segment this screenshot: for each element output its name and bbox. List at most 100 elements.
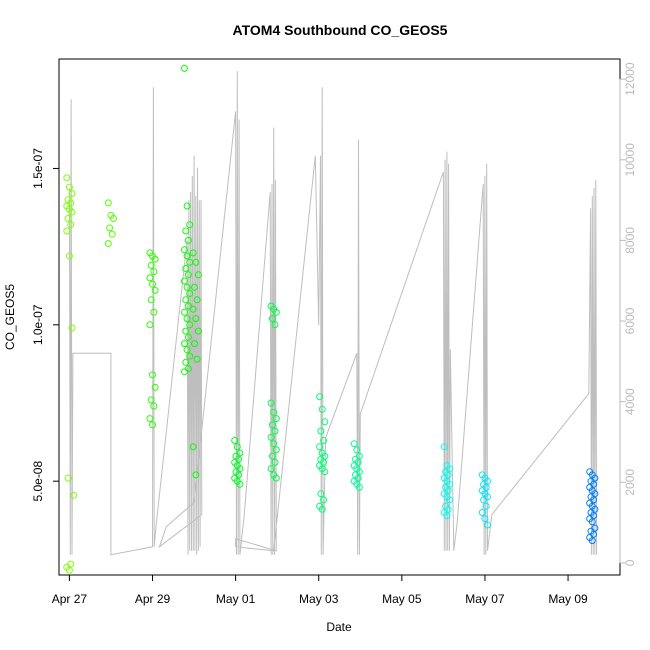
co-point bbox=[150, 268, 158, 276]
co-point bbox=[355, 483, 363, 491]
y-tick-label: 1.5e-07 bbox=[31, 148, 45, 189]
co-point bbox=[268, 452, 276, 460]
co-point bbox=[146, 415, 154, 423]
co-point bbox=[182, 358, 190, 366]
co-point bbox=[186, 290, 194, 297]
co-point bbox=[272, 474, 280, 482]
y2-tick-label: 0 bbox=[623, 559, 637, 566]
co-point bbox=[350, 440, 358, 448]
co-point bbox=[108, 230, 116, 238]
co-point bbox=[271, 458, 279, 466]
co-point bbox=[186, 221, 194, 229]
co-point bbox=[484, 521, 491, 529]
co-point bbox=[189, 249, 197, 257]
co-point bbox=[193, 296, 201, 304]
co-point bbox=[183, 252, 191, 260]
co-point bbox=[267, 433, 275, 441]
co-point bbox=[480, 496, 488, 504]
co-point bbox=[268, 315, 276, 323]
co-point bbox=[353, 446, 361, 454]
co-point bbox=[151, 286, 159, 294]
co-point bbox=[231, 437, 239, 444]
co-point bbox=[317, 427, 325, 435]
plot-frame bbox=[58, 58, 621, 576]
co-point bbox=[186, 352, 194, 360]
co-point bbox=[446, 496, 453, 504]
co-point bbox=[149, 421, 156, 429]
co-point bbox=[194, 271, 202, 279]
co-point bbox=[146, 274, 154, 282]
co-point bbox=[63, 174, 71, 182]
co-point bbox=[182, 265, 190, 272]
co-point bbox=[104, 199, 112, 207]
co-point bbox=[440, 443, 448, 451]
co-point bbox=[182, 296, 190, 304]
co-point bbox=[149, 371, 156, 379]
co-point bbox=[67, 221, 75, 229]
x-tick-label: Apr 27 bbox=[52, 592, 88, 606]
co-point bbox=[320, 496, 327, 504]
co-point bbox=[182, 227, 190, 235]
co-point bbox=[316, 393, 324, 401]
co-point bbox=[181, 277, 188, 285]
co-point bbox=[272, 446, 280, 454]
co-point bbox=[192, 315, 200, 323]
co-point bbox=[588, 537, 596, 545]
co-point bbox=[184, 236, 192, 244]
co-point bbox=[181, 368, 188, 376]
co-point bbox=[194, 327, 202, 335]
co-point bbox=[64, 215, 72, 222]
x-tick-label: May 01 bbox=[216, 592, 256, 606]
co-point bbox=[147, 261, 155, 269]
co-point bbox=[63, 227, 71, 235]
co-point bbox=[150, 308, 158, 316]
y2-axis: 0 2000 4000 6000 8000 10000 12000 bbox=[619, 62, 637, 566]
x-tick-label: May 07 bbox=[465, 592, 505, 606]
co-point bbox=[184, 333, 192, 341]
x-axis: Apr 27 Apr 29 May 01 May 03 May 05 May 07 May … bbox=[52, 574, 588, 606]
co-point bbox=[150, 402, 158, 410]
co-point bbox=[65, 183, 73, 191]
co-point bbox=[272, 415, 280, 423]
co-point bbox=[478, 509, 486, 516]
y2-tick-label: 12000 bbox=[623, 62, 637, 96]
y-tick-label: 5.0e-08 bbox=[31, 461, 45, 502]
co-point bbox=[65, 252, 73, 260]
co-point bbox=[318, 505, 326, 513]
altitude-line bbox=[68, 71, 598, 556]
y2-tick-label: 8000 bbox=[623, 227, 637, 254]
co-point bbox=[151, 383, 159, 391]
co-point bbox=[192, 258, 200, 266]
co-point bbox=[70, 491, 78, 499]
co-point bbox=[149, 280, 156, 288]
co-point bbox=[189, 305, 197, 313]
co-point bbox=[318, 405, 326, 413]
y-axis-label: CO_GEOS5 bbox=[3, 284, 17, 350]
co-points-layer bbox=[63, 64, 599, 574]
co-point bbox=[192, 471, 200, 479]
co-point bbox=[482, 502, 490, 510]
x-tick-label: Apr 29 bbox=[135, 592, 171, 606]
co-point bbox=[267, 399, 275, 407]
co-point bbox=[110, 215, 117, 222]
co-point bbox=[268, 421, 276, 429]
co-point bbox=[68, 208, 76, 216]
co-point bbox=[236, 480, 244, 488]
co-point bbox=[181, 64, 188, 72]
co-point bbox=[267, 465, 275, 473]
co-point bbox=[183, 283, 191, 291]
chart-title: ATOM4 Southbound CO_GEOS5 bbox=[233, 22, 448, 38]
y-axis: 5.0e-08 1.0e-07 1.5e-07 bbox=[31, 148, 60, 502]
co-point bbox=[68, 324, 76, 332]
co-point bbox=[189, 443, 197, 451]
co-point bbox=[104, 240, 112, 247]
y2-tick-label: 2000 bbox=[623, 469, 637, 496]
altitude-trace-layer bbox=[68, 71, 598, 556]
co-point bbox=[106, 224, 114, 232]
y2-tick-label: 6000 bbox=[623, 307, 637, 334]
co-point bbox=[272, 308, 280, 316]
co-point bbox=[147, 396, 155, 404]
co-point bbox=[191, 283, 198, 291]
co-point bbox=[193, 355, 201, 363]
